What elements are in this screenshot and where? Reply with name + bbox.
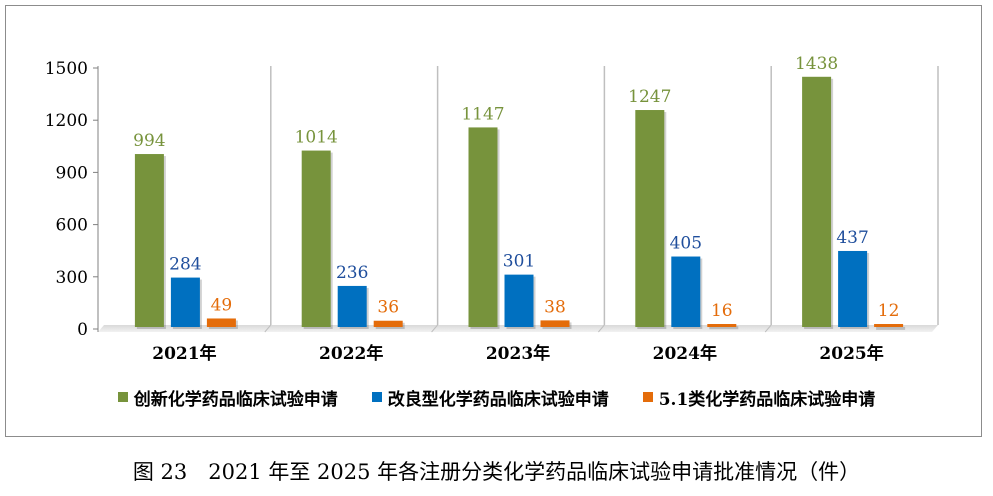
bar-2-1 <box>373 320 403 327</box>
y-tick-label: 900 <box>56 163 88 183</box>
group-divider-floor <box>764 324 772 333</box>
data-label: 236 <box>336 263 368 283</box>
legend-item-class-5-1: 5.1类化学药品临床试验申请 <box>642 385 876 410</box>
bar-1-1 <box>337 285 367 327</box>
data-label: 49 <box>211 295 233 315</box>
bar-0-1 <box>301 150 331 327</box>
legend-item-improved: 改良型化学药品临床试验申请 <box>371 385 609 410</box>
data-label: 284 <box>169 255 201 275</box>
bar-0-3 <box>635 110 665 327</box>
y-tick-label: 0 <box>77 320 88 340</box>
data-label: 12 <box>878 301 900 321</box>
legend-swatch-class-5-1 <box>642 392 653 402</box>
data-label: 1438 <box>795 54 838 74</box>
y-tick-label: 1500 <box>45 59 88 79</box>
legend: 创新化学药品临床试验申请 改良型化学药品临床试验申请 5.1类化学药品临床试验申… <box>0 382 993 412</box>
bar-0-2 <box>468 127 498 327</box>
legend-swatch-innovative <box>117 392 128 402</box>
x-category-label: 2025年 <box>819 343 883 364</box>
bar-shadow <box>709 326 739 330</box>
data-label: 1147 <box>461 104 504 124</box>
bar-0-4 <box>802 76 832 328</box>
group-divider-floor <box>264 324 272 333</box>
data-label: 301 <box>503 252 535 272</box>
bar-shadow <box>876 326 906 330</box>
x-category-label: 2022年 <box>319 343 383 364</box>
data-label: 36 <box>377 298 399 318</box>
legend-label-improved: 改良型化学药品临床试验申请 <box>387 389 609 410</box>
data-label: 38 <box>544 297 566 317</box>
chart-plot: 0 300 600 900 1200 1500 2021年 2022年 2023年 2024年 2… <box>45 54 939 364</box>
bar-1-0 <box>170 277 200 327</box>
bar-1-2 <box>504 274 534 327</box>
data-label: 437 <box>836 228 868 248</box>
group-divider-floor <box>431 324 438 333</box>
x-category-label: 2021年 <box>152 343 216 364</box>
legend-label-innovative: 创新化学药品临床试验申请 <box>133 389 338 410</box>
data-label: 1014 <box>295 128 338 148</box>
x-category-label: 2024年 <box>653 343 717 364</box>
data-label: 1247 <box>628 87 671 107</box>
legend-label-class-5-1: 5.1类化学药品临床试验申请 <box>658 389 876 410</box>
data-label: 994 <box>133 131 165 151</box>
bar-2-3 <box>707 324 737 327</box>
y-tick-label: 600 <box>56 216 88 236</box>
y-tick-label: 300 <box>56 268 88 288</box>
figure-caption: 图 23 2021 年至 2025 年各注册分类化学药品临床试验申请批准情况（件… <box>132 460 861 484</box>
bar-2-2 <box>540 320 570 327</box>
bar-1-3 <box>671 256 701 327</box>
legend-swatch-improved <box>371 392 382 402</box>
bar-1-4 <box>838 250 868 327</box>
bar-0-0 <box>134 154 164 327</box>
group-divider-floor <box>598 324 605 333</box>
x-category-label: 2023年 <box>486 343 550 364</box>
bar-2-0 <box>206 318 236 327</box>
bar-2-4 <box>874 324 904 327</box>
data-label: 16 <box>711 301 733 321</box>
legend-item-innovative: 创新化学药品临床试验申请 <box>117 385 338 410</box>
y-tick-label: 1200 <box>45 111 88 131</box>
data-label: 405 <box>670 234 702 254</box>
